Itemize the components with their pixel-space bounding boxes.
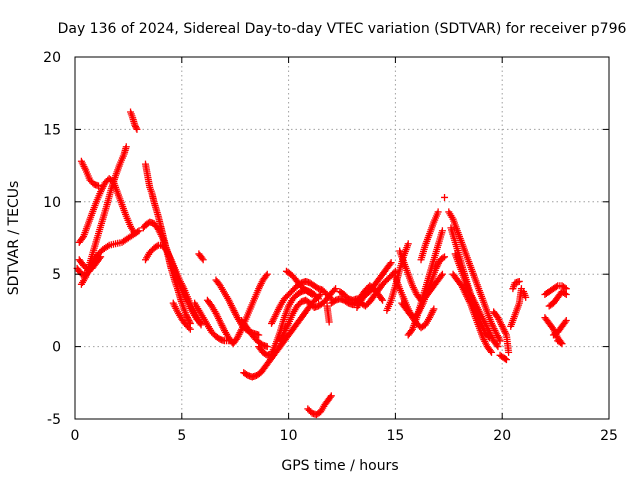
data-point [94, 182, 102, 190]
data-point [555, 338, 563, 346]
chart-title: Day 136 of 2024, Sidereal Day-to-day VTE… [58, 21, 627, 37]
data-point [198, 254, 206, 262]
data-point [307, 290, 315, 298]
data-point [97, 253, 105, 261]
data-point [515, 277, 523, 285]
y-tick-label: 10 [43, 195, 61, 211]
x-tick-labels: 0 5 10 15 20 25 [71, 428, 618, 444]
data-point [263, 270, 271, 278]
y-axis-label: SDTVAR / TECUs [6, 181, 22, 296]
data-point [378, 295, 386, 303]
grid [75, 57, 609, 419]
y-tick-label: 0 [52, 340, 61, 356]
x-axis-label: GPS time / hours [281, 458, 398, 474]
data-point [327, 392, 335, 400]
data-point [325, 318, 333, 326]
data-point [404, 240, 412, 248]
x-tick-label: 20 [493, 428, 511, 444]
plot-frame [74, 56, 610, 420]
data-point [494, 343, 502, 351]
x-tick-label: 0 [71, 428, 80, 444]
data-point [501, 355, 509, 363]
data-point [122, 143, 130, 151]
y-tick-label: 5 [52, 267, 61, 283]
data-point [262, 272, 270, 280]
data-point [561, 318, 569, 326]
data-point [135, 227, 143, 235]
data-point [263, 343, 271, 351]
data-point [502, 356, 510, 364]
data-point [153, 242, 161, 250]
data-point [561, 290, 569, 298]
data-point [387, 259, 395, 267]
data-point [104, 242, 112, 250]
data-point [430, 305, 438, 313]
y-tick-label: -5 [47, 412, 61, 428]
data-point [197, 321, 205, 329]
x-tick-label: 10 [280, 428, 298, 444]
data-point [562, 290, 570, 298]
y-tick-labels: -5 0 5 10 15 20 [43, 50, 61, 428]
data-point [493, 341, 501, 349]
data-point [562, 317, 570, 325]
data-point [330, 286, 338, 294]
data-point [554, 337, 562, 345]
data-point [505, 348, 513, 356]
data-point [379, 296, 387, 304]
data-point [315, 295, 323, 303]
data-point [437, 272, 445, 280]
data-point [133, 125, 141, 133]
data-point [441, 253, 449, 261]
data-point [552, 283, 560, 291]
data-point [313, 293, 321, 301]
data-point [332, 285, 340, 293]
data-point [186, 325, 194, 333]
data-point [486, 347, 494, 355]
data-point [386, 260, 394, 268]
axis-ticks [74, 56, 610, 420]
data-point [317, 290, 325, 298]
data-point [488, 348, 496, 356]
data-point [496, 337, 504, 345]
data-point [255, 331, 263, 339]
data-point [308, 290, 316, 298]
data-point [522, 293, 530, 301]
x-tick-label: 15 [386, 428, 404, 444]
data-point [326, 393, 334, 401]
data-point [438, 227, 446, 235]
data-point [199, 256, 207, 264]
data-points [73, 108, 570, 419]
y-tick-label: 15 [43, 122, 61, 138]
x-tick-label: 25 [600, 428, 618, 444]
data-point [185, 324, 193, 332]
data-point [132, 124, 140, 132]
data-point [134, 228, 142, 236]
data-point [441, 193, 449, 201]
data-point [96, 254, 104, 262]
data-point [390, 269, 398, 277]
y-tick-label: 20 [43, 50, 61, 66]
x-tick-label: 5 [177, 428, 186, 444]
data-point [438, 270, 446, 278]
data-point [439, 254, 447, 262]
data-point [434, 208, 442, 216]
